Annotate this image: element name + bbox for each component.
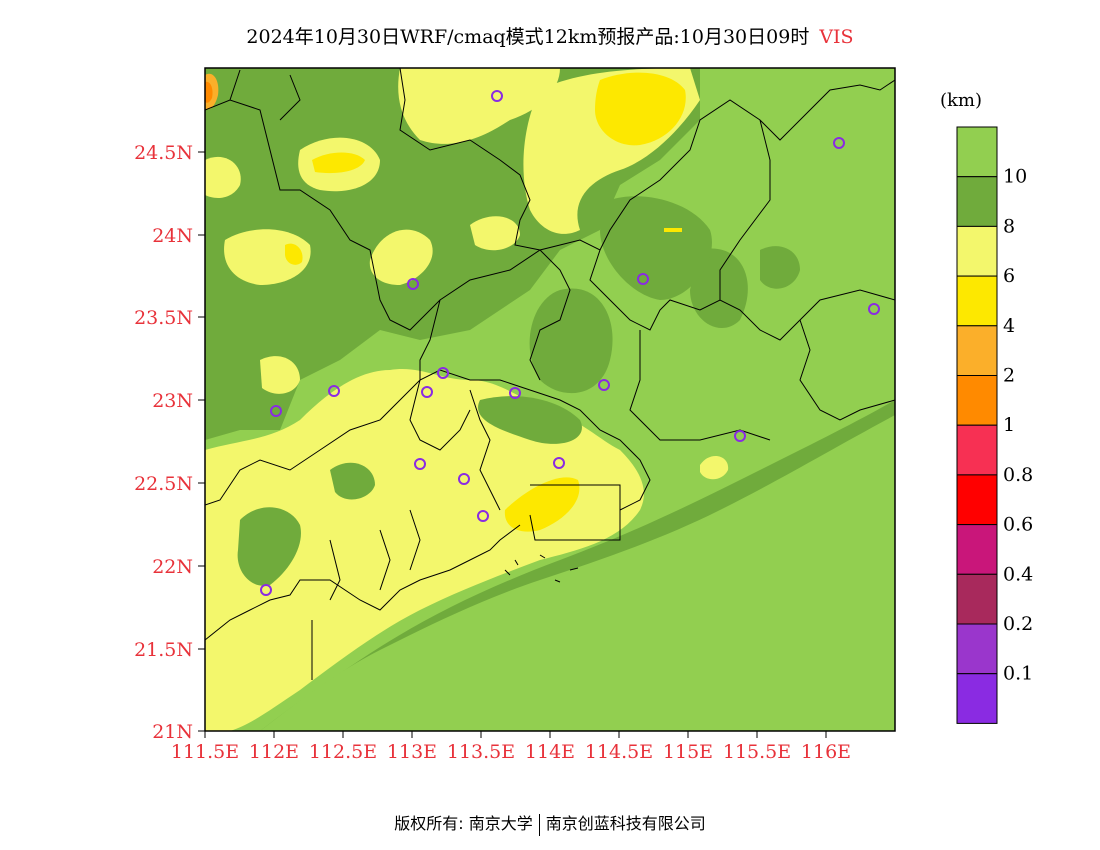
lon-label: 116E (801, 741, 851, 763)
color-bar-label: 10 (1003, 166, 1027, 188)
color-bar-swatch (956, 325, 998, 376)
color-bar-label: 0.6 (1003, 514, 1033, 536)
lon-labels: 111.5E 112E 112.5E 113E 113.5E 114E 114.… (171, 741, 851, 763)
lat-label: 21.5N (134, 639, 193, 661)
title-main: 2024年10月30日WRF/cmaq模式12km预报产品:10月30日09时 (246, 26, 810, 48)
lon-label: 114.5E (585, 741, 653, 763)
color-bar-label: 4 (1003, 315, 1015, 337)
copyright-footer: 版权所有: 南京大学 南京创蓝科技有限公司 (0, 810, 1100, 836)
boundary-lines (205, 68, 895, 680)
station-markers (260, 90, 880, 596)
color-bar-swatch (956, 623, 998, 675)
color-bar-swatch (956, 673, 998, 724)
lat-ticks (198, 151, 205, 732)
station-marker (833, 137, 845, 149)
footer-right: 南京创蓝科技有限公司 (545, 814, 706, 833)
legend-unit: (km) (940, 90, 983, 111)
station-marker (598, 379, 610, 391)
lon-label: 115E (663, 741, 713, 763)
color-bar-label: 6 (1003, 265, 1015, 287)
color-bar-swatch (956, 474, 998, 526)
color-bar-swatch (956, 225, 998, 277)
lat-labels: 24.5N 24N 23.5N 23N 22.5N 22N 21.5N 21N (134, 142, 193, 743)
station-marker (407, 278, 419, 290)
station-marker (491, 90, 503, 102)
station-marker (868, 303, 880, 315)
lon-ticks (204, 731, 827, 738)
station-marker (328, 385, 340, 397)
footer-left: 版权所有: 南京大学 (394, 814, 533, 833)
color-bar-swatch (956, 375, 998, 426)
color-bar-swatch (956, 176, 998, 227)
color-bar-label: 8 (1003, 215, 1015, 237)
station-marker (477, 510, 489, 522)
lat-label: 23.5N (134, 307, 193, 329)
color-bar (956, 126, 998, 724)
footer-separator (538, 813, 540, 836)
color-bar-labels: 10 8 6 4 2 1 0.8 0.6 0.4 0.2 0.1 (1003, 166, 1033, 685)
station-marker (270, 405, 282, 417)
color-bar-label: 0.4 (1003, 563, 1033, 585)
color-bar-label: 0.2 (1003, 613, 1033, 635)
map-title: 2024年10月30日WRF/cmaq模式12km预报产品:10月30日09时 V… (0, 22, 1100, 49)
station-marker (458, 473, 470, 485)
station-marker (414, 458, 426, 470)
color-bar-swatch (956, 275, 998, 327)
lat-label: 22.5N (134, 473, 193, 495)
color-bar-swatch (956, 424, 998, 476)
visibility-field (205, 68, 895, 731)
station-marker (734, 430, 746, 442)
lon-label: 112.5E (309, 741, 377, 763)
lon-label: 113.5E (447, 741, 515, 763)
lat-label: 23N (152, 390, 193, 412)
lon-label: 112E (249, 741, 299, 763)
lat-label: 24.5N (134, 142, 193, 164)
lon-label: 115.5E (723, 741, 791, 763)
color-bar-label: 1 (1003, 414, 1015, 436)
color-bar-label: 2 (1003, 365, 1015, 387)
color-bar-swatch (956, 573, 998, 625)
station-marker (509, 387, 521, 399)
lon-label: 113E (387, 741, 437, 763)
color-bar-swatch (956, 524, 998, 575)
lat-label: 24N (152, 225, 193, 247)
lat-label: 21N (152, 721, 193, 743)
color-bar-label: 0.8 (1003, 464, 1033, 486)
station-marker (421, 386, 433, 398)
color-bar-swatch (956, 126, 998, 178)
title-variable: VIS (819, 26, 854, 48)
station-marker (553, 457, 565, 469)
lat-label: 22N (152, 556, 193, 578)
station-marker (437, 367, 449, 379)
station-marker (260, 584, 272, 596)
station-marker (637, 273, 649, 285)
lon-label: 111.5E (171, 741, 239, 763)
lon-label: 114E (525, 741, 575, 763)
color-bar-label: 0.1 (1003, 663, 1033, 685)
